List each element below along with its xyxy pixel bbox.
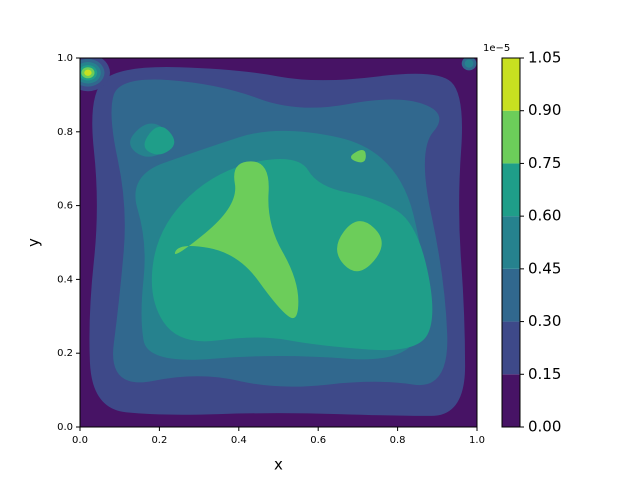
colorbar-band: [502, 110, 520, 164]
colorbar-frame: [501, 57, 521, 428]
colorbar-band: [502, 374, 520, 427]
x-axis-label: x: [274, 456, 283, 474]
contour-region: [84, 69, 92, 76]
contour-region: [174, 161, 299, 319]
colorbar-band: [502, 321, 520, 375]
colorbar-band: [502, 268, 520, 322]
colorbar-tick-label: 0.75: [528, 154, 561, 172]
colorbar-tick-label: 0.15: [528, 365, 561, 383]
y-tick-label: 0.6: [57, 201, 73, 212]
x-tick-label: 1.0: [469, 435, 485, 446]
contour-region: [350, 150, 366, 163]
x-tick-label: 0.4: [231, 435, 247, 446]
colorbar-offset: 1e−5: [483, 43, 510, 54]
y-tick-label: 0.8: [57, 127, 73, 138]
colorbar-band: [502, 216, 520, 269]
colorbar-tick-label: 1.05: [528, 49, 561, 67]
y-tick-label: 0.0: [57, 422, 73, 433]
plot-frame: [79, 57, 478, 428]
colorbar-band: [502, 58, 520, 111]
x-tick-label: 0.0: [72, 435, 88, 446]
colorbar-tick-label: 0.90: [528, 101, 561, 119]
colorbar-tick-label: 0.30: [528, 312, 561, 330]
y-axis-label: y: [25, 238, 43, 247]
colorbar-tick-label: 0.60: [528, 207, 561, 225]
x-tick-label: 0.6: [310, 435, 326, 446]
contour-region: [144, 126, 175, 155]
y-tick-label: 1.0: [57, 53, 73, 64]
contour-field: [80, 58, 477, 427]
colorbar-tick-label: 0.00: [528, 418, 561, 436]
contour-region: [151, 159, 433, 351]
contour-region: [464, 59, 474, 68]
y-tick-label: 0.4: [57, 274, 73, 285]
y-tick-label: 0.2: [57, 348, 73, 359]
colorbar-band: [502, 163, 520, 217]
contour-region: [337, 221, 382, 272]
x-tick-label: 0.8: [390, 435, 406, 446]
colorbar-tick-label: 0.45: [528, 259, 561, 277]
x-tick-label: 0.2: [151, 435, 167, 446]
